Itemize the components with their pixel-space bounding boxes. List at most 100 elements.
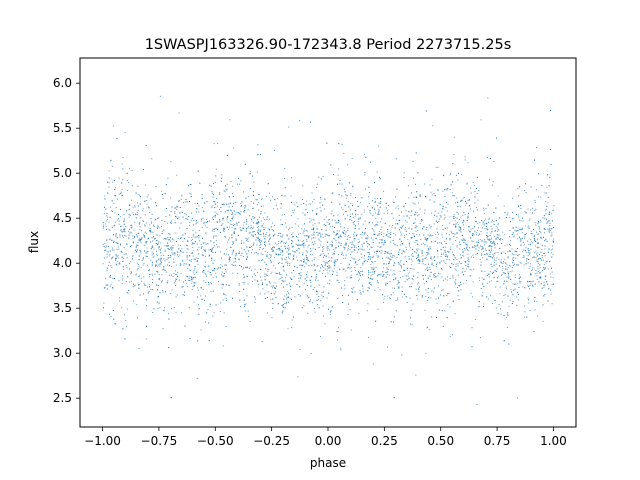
data-point <box>284 167 286 169</box>
data-point <box>134 284 136 286</box>
data-point <box>531 270 533 272</box>
data-point <box>293 316 294 318</box>
data-point <box>261 197 263 199</box>
data-point <box>363 209 365 211</box>
data-point <box>248 316 250 318</box>
data-point <box>264 273 266 275</box>
data-point <box>134 205 136 207</box>
data-point <box>326 269 328 271</box>
data-point <box>312 247 314 249</box>
data-point <box>195 257 197 259</box>
data-point <box>305 289 306 291</box>
data-point <box>363 242 365 244</box>
data-point <box>166 258 168 260</box>
data-point <box>208 340 210 342</box>
data-point <box>361 244 363 246</box>
data-point <box>402 226 403 228</box>
data-point <box>343 257 345 259</box>
data-point <box>327 242 328 244</box>
data-point <box>238 259 240 261</box>
data-point <box>257 232 259 234</box>
data-point <box>372 261 374 263</box>
data-point <box>527 297 529 299</box>
data-point <box>232 225 234 226</box>
data-point <box>232 206 233 207</box>
data-point <box>341 183 343 185</box>
data-point <box>239 226 241 228</box>
data-point <box>177 251 179 253</box>
data-point <box>503 280 505 282</box>
data-point <box>108 255 110 257</box>
data-point <box>189 184 191 185</box>
data-point <box>434 256 436 258</box>
data-point <box>277 254 279 256</box>
data-point <box>311 241 313 243</box>
data-point <box>377 275 379 277</box>
data-point <box>544 245 546 247</box>
data-point <box>284 195 286 197</box>
data-point <box>143 282 145 284</box>
data-point <box>384 240 385 242</box>
data-point <box>448 293 450 295</box>
data-point <box>135 273 137 275</box>
data-point <box>393 269 395 271</box>
data-point <box>276 198 278 200</box>
data-point <box>441 276 443 278</box>
data-point <box>404 251 406 253</box>
data-point <box>226 253 228 255</box>
data-point <box>330 213 332 215</box>
data-point <box>284 307 286 309</box>
data-point <box>402 250 404 252</box>
data-point <box>506 214 508 216</box>
data-point <box>360 271 362 273</box>
data-point <box>322 270 324 272</box>
data-point <box>481 240 483 242</box>
data-point <box>543 285 545 287</box>
data-point <box>141 260 143 262</box>
data-point <box>462 249 464 251</box>
data-point <box>550 249 552 251</box>
data-point <box>481 277 483 279</box>
data-point <box>447 256 449 258</box>
data-point <box>107 284 109 286</box>
data-point <box>119 236 121 238</box>
data-point <box>192 277 194 279</box>
data-point <box>426 196 428 198</box>
data-point <box>247 250 249 252</box>
data-point <box>431 263 433 265</box>
data-point <box>300 268 302 270</box>
data-point <box>499 239 500 241</box>
data-point <box>544 294 546 295</box>
data-point <box>111 257 113 259</box>
data-point <box>290 195 292 197</box>
data-point <box>418 259 420 261</box>
data-point <box>460 227 461 228</box>
data-point <box>115 242 117 244</box>
data-point <box>393 242 395 244</box>
data-point <box>150 232 152 234</box>
data-point <box>421 296 423 298</box>
data-point <box>452 277 454 279</box>
data-point <box>168 347 170 349</box>
data-point <box>203 222 205 224</box>
data-point <box>465 261 467 263</box>
data-point <box>183 202 184 204</box>
data-point <box>515 226 517 228</box>
data-point <box>291 272 293 274</box>
data-point <box>476 241 477 243</box>
data-point <box>143 276 145 278</box>
data-point <box>351 242 353 244</box>
data-point <box>249 188 251 190</box>
data-point <box>460 289 462 291</box>
data-point <box>273 149 275 151</box>
data-point <box>162 269 164 270</box>
data-point <box>176 254 178 256</box>
data-point <box>281 194 283 196</box>
data-point <box>371 207 373 209</box>
data-point <box>244 276 245 278</box>
data-point <box>269 257 271 258</box>
data-point <box>191 280 193 282</box>
data-point <box>408 271 410 273</box>
data-point <box>231 264 233 265</box>
data-point <box>430 257 432 259</box>
